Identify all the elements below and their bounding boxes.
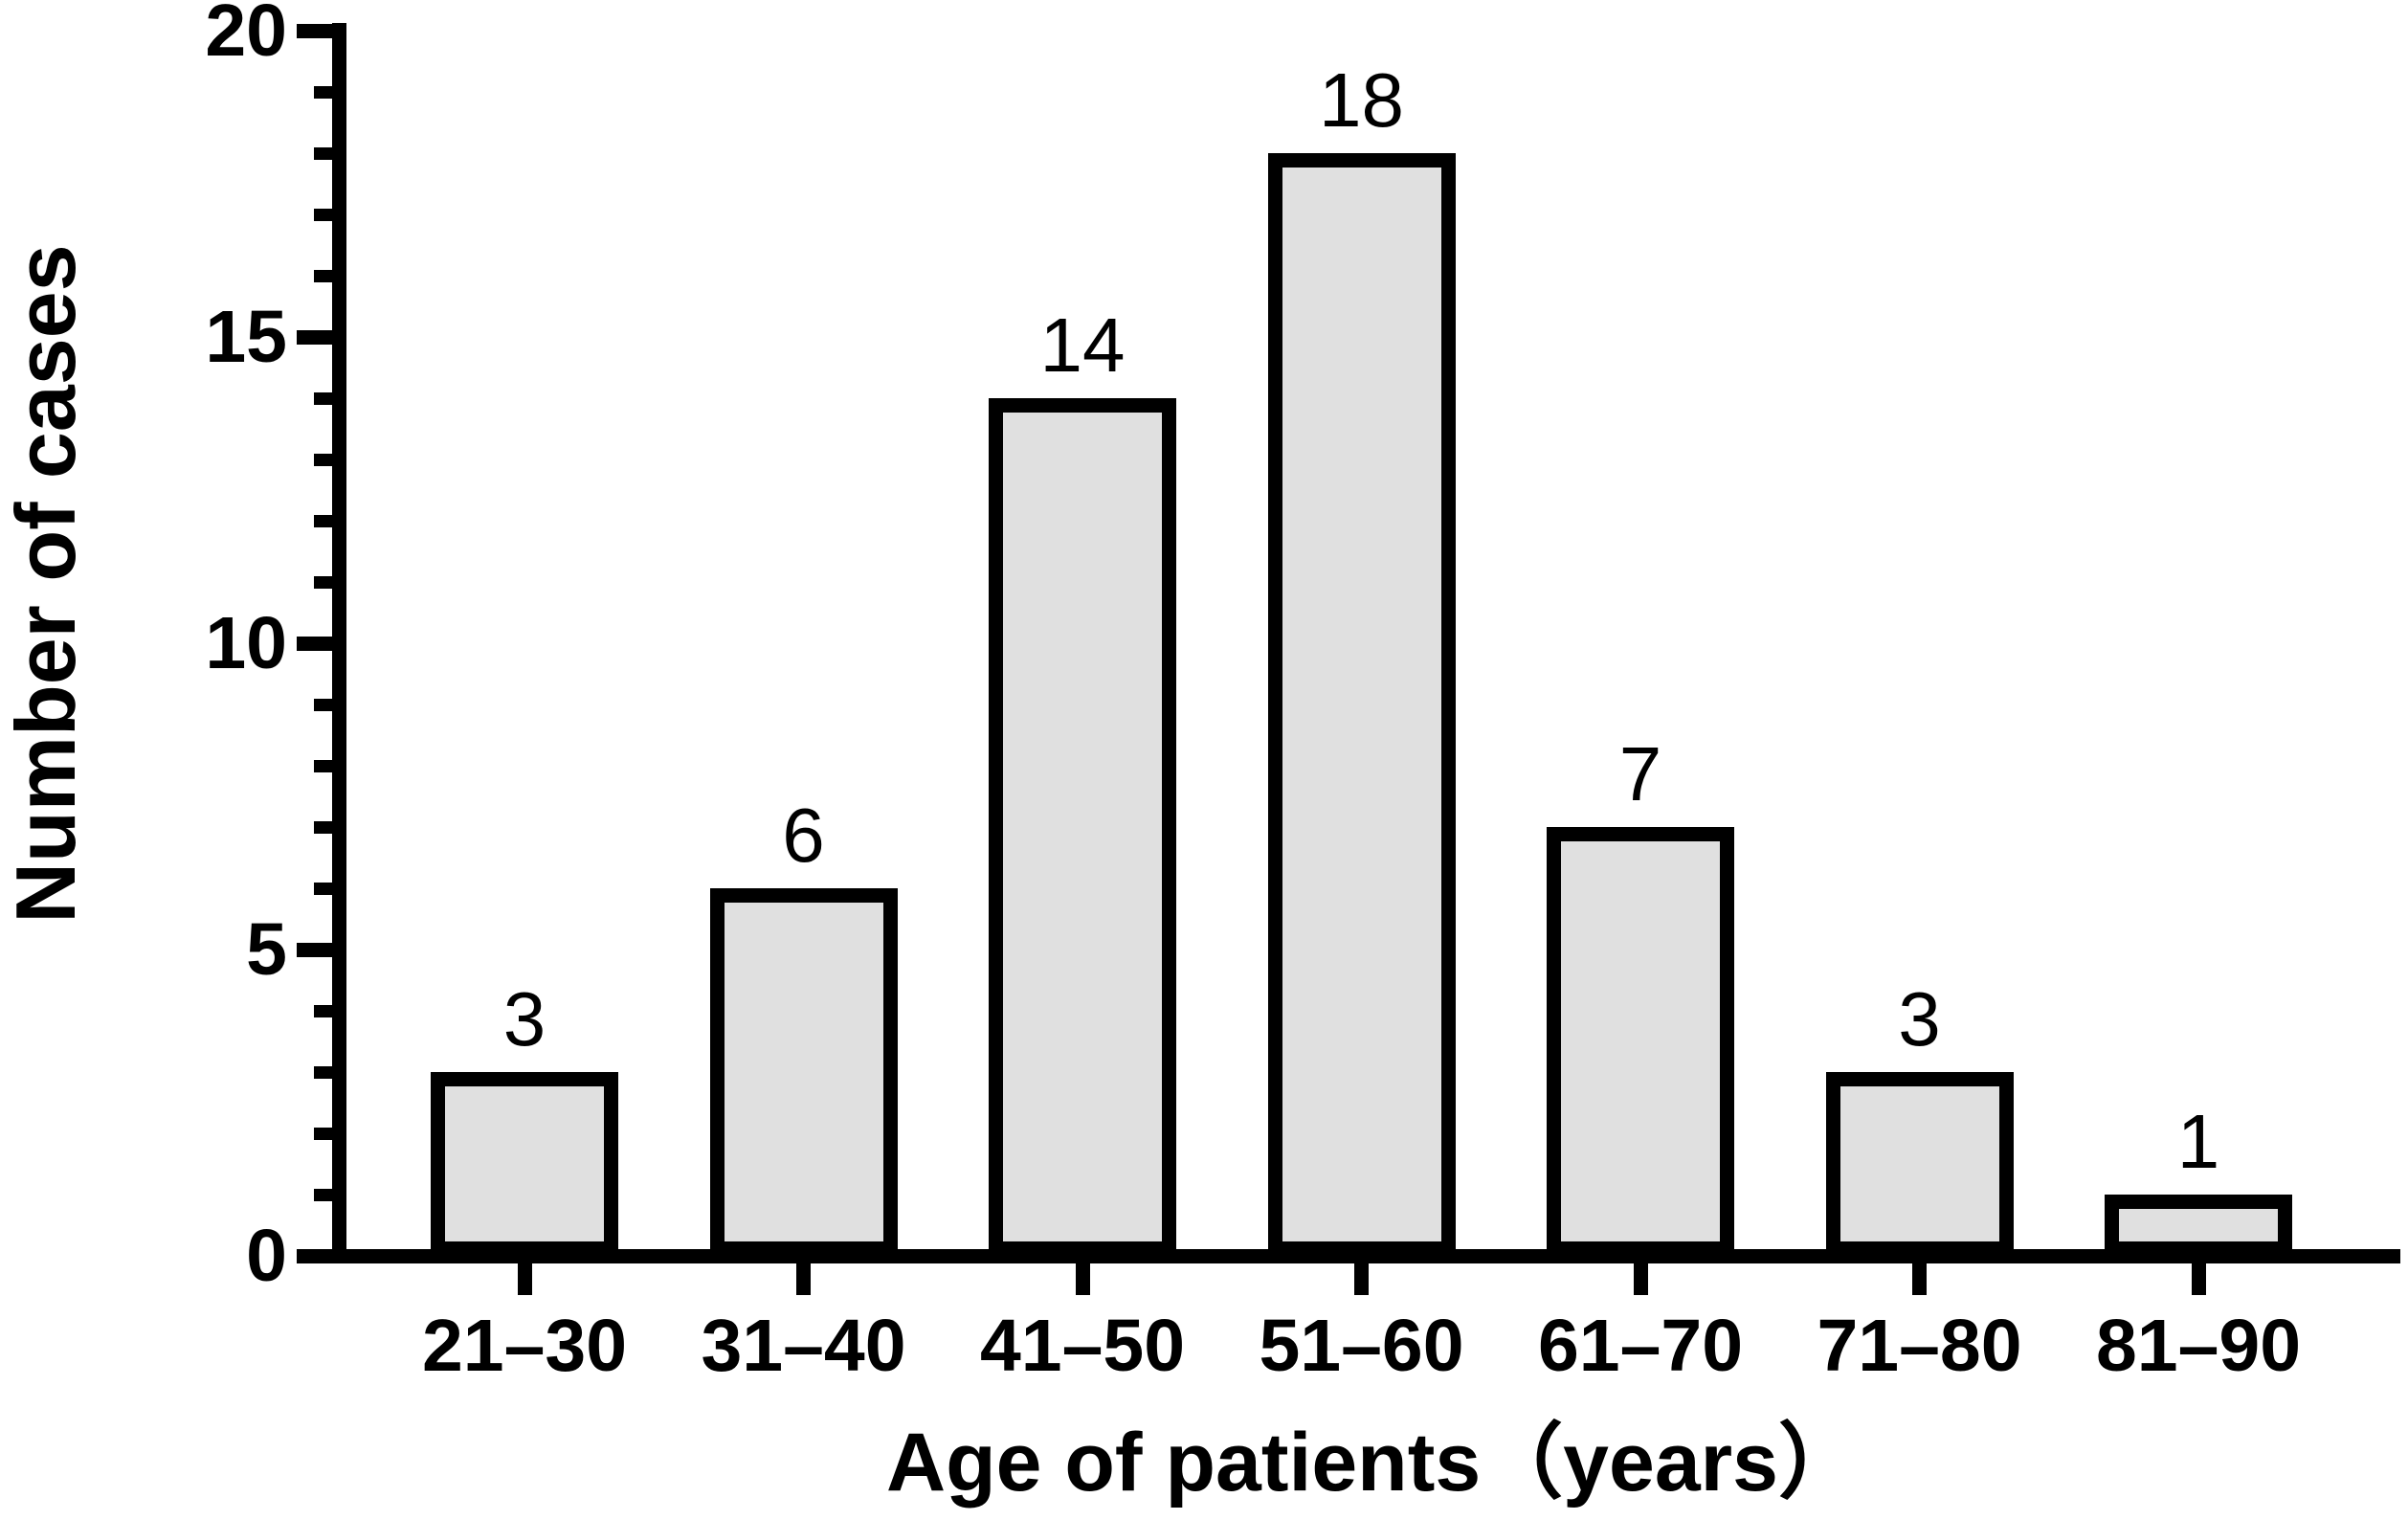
x-tick: [517, 1263, 532, 1295]
x-tick: [2191, 1263, 2206, 1295]
bar-value-label: 3: [1898, 976, 1941, 1062]
y-minor-tick: [314, 146, 332, 160]
y-minor-tick: [314, 882, 332, 895]
y-minor-tick: [314, 1065, 332, 1079]
x-tick-label: 41–50: [979, 1305, 1186, 1387]
x-axis-title: Age of patients（years）: [886, 1417, 1861, 1509]
x-tick-label: 51–60: [1259, 1305, 1464, 1387]
bar-value-label: 7: [1618, 731, 1662, 816]
y-minor-tick: [314, 575, 332, 589]
x-tick-label: 71–80: [1817, 1305, 2022, 1387]
y-tick-label: 0: [246, 1214, 287, 1297]
y-tick-label: 15: [205, 295, 287, 378]
y-minor-tick: [314, 820, 332, 834]
bar: [431, 1072, 618, 1256]
y-minor-tick: [314, 85, 332, 99]
x-axis-line: [332, 1249, 2400, 1263]
y-minor-tick: [314, 698, 332, 711]
x-tick: [1633, 1263, 1648, 1295]
y-minor-tick: [314, 453, 332, 466]
bar-value-label: 1: [2176, 1099, 2220, 1184]
x-tick: [1354, 1263, 1369, 1295]
x-tick-label: 81–90: [2095, 1305, 2302, 1387]
bar-value-label: 3: [502, 976, 546, 1062]
y-tick-label: 10: [205, 601, 287, 684]
y-minor-tick: [314, 514, 332, 527]
bar-value-label: 18: [1319, 57, 1404, 143]
y-minor-tick: [314, 391, 332, 405]
x-tick-label: 31–40: [701, 1305, 906, 1387]
y-minor-tick: [314, 1127, 332, 1140]
y-minor-tick: [314, 208, 332, 221]
y-minor-tick: [314, 1188, 332, 1201]
y-major-tick: [297, 329, 332, 345]
bar: [1547, 827, 1734, 1256]
bar: [709, 888, 898, 1256]
y-minor-tick: [314, 1004, 332, 1017]
y-axis-title: Number of cases: [0, 244, 93, 924]
bar: [1267, 153, 1456, 1256]
x-tick-label: 21–30: [421, 1305, 628, 1387]
y-tick-label: 5: [246, 907, 287, 991]
y-major-tick: [297, 636, 332, 651]
y-major-tick: [297, 1248, 332, 1263]
y-major-tick: [297, 942, 332, 957]
bar-value-label: 6: [782, 793, 825, 878]
y-axis-line: [332, 23, 346, 1263]
y-minor-tick: [314, 759, 332, 772]
bar: [2105, 1195, 2292, 1256]
y-major-tick: [297, 23, 332, 38]
bar: [1825, 1072, 2014, 1256]
x-tick: [1075, 1263, 1090, 1295]
x-tick: [796, 1263, 811, 1295]
y-tick-label: 20: [205, 0, 287, 72]
x-tick-label: 61–70: [1537, 1305, 1744, 1387]
bar-value-label: 14: [1039, 302, 1126, 388]
y-minor-tick: [314, 269, 332, 282]
bar: [989, 398, 1176, 1256]
x-tick: [1912, 1263, 1927, 1295]
